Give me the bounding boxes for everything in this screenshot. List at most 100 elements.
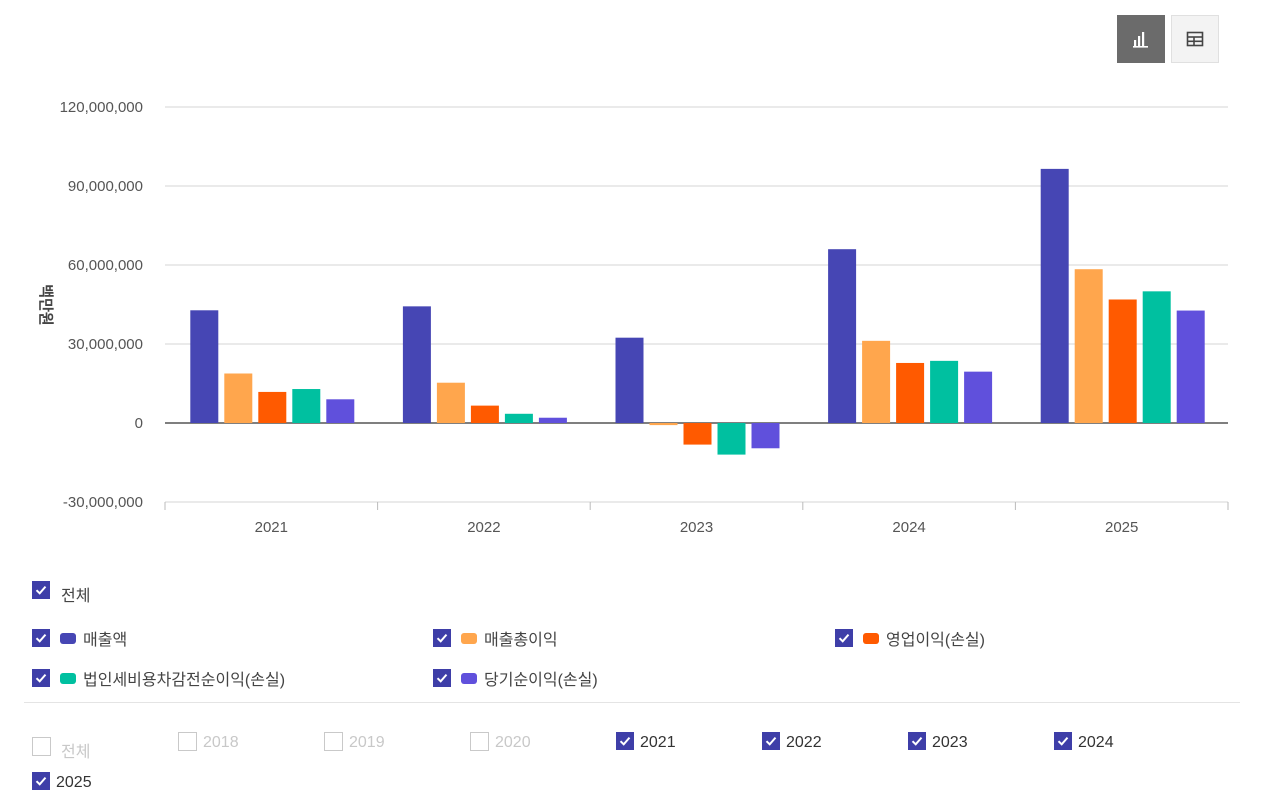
bar[interactable] — [683, 423, 712, 445]
legend-label: 당기순이익(손실) — [484, 672, 598, 689]
legend-checkbox[interactable] — [433, 669, 451, 687]
legend-item-revenue[interactable]: 매출액 — [32, 626, 127, 650]
year-checkbox[interactable] — [178, 731, 197, 751]
check-icon — [35, 673, 47, 683]
legend-all-label: 전체 — [61, 588, 91, 605]
legend-label: 영업이익(손실) — [886, 632, 985, 649]
bar[interactable] — [224, 373, 253, 423]
legend-swatch — [461, 632, 477, 644]
bar[interactable] — [1040, 168, 1069, 423]
year-checkbox[interactable] — [762, 732, 780, 750]
y-axis-label: 백만원 — [37, 284, 54, 325]
bar[interactable] — [862, 340, 891, 423]
bar[interactable] — [1074, 269, 1103, 423]
bar[interactable] — [402, 306, 431, 423]
year-filter-2021[interactable]: 2021 — [616, 730, 676, 752]
legend-all-checkbox[interactable] — [32, 581, 50, 599]
table-icon — [1186, 31, 1204, 47]
legend-checkbox[interactable] — [835, 629, 853, 647]
legend-swatch — [461, 672, 477, 684]
bar[interactable] — [436, 382, 465, 423]
check-icon — [619, 736, 631, 746]
year-filter-2022[interactable]: 2022 — [762, 730, 822, 752]
bar[interactable] — [828, 249, 857, 423]
year-all-checkbox[interactable] — [32, 736, 51, 756]
year-label: 2020 — [495, 734, 531, 751]
year-checkbox[interactable] — [324, 731, 343, 751]
legend-label: 법인세비용차감전순이익(손실) — [83, 672, 286, 689]
legend-item-operating-income[interactable]: 영업이익(손실) — [835, 626, 985, 650]
year-checkbox[interactable] — [470, 731, 489, 751]
year-checkbox[interactable] — [908, 732, 926, 750]
legend-checkbox[interactable] — [32, 629, 50, 647]
bar[interactable] — [717, 423, 746, 455]
view-toggle — [1117, 15, 1219, 63]
y-axis-ticks: -30,000,000 0 30,000,000 60,000,000 90,000,0… — [60, 99, 143, 511]
y-tick-label: 120,000,000 — [60, 99, 143, 116]
year-checkbox[interactable] — [32, 772, 50, 790]
legend-swatch — [863, 632, 879, 644]
check-icon — [1057, 736, 1069, 746]
check-icon — [35, 776, 47, 786]
bar[interactable] — [615, 337, 644, 423]
legend-swatch — [60, 632, 76, 644]
legend-all[interactable]: 전체 — [32, 574, 90, 606]
y-tick-label: 90,000,000 — [68, 178, 143, 195]
legend-checkbox[interactable] — [433, 629, 451, 647]
bar[interactable] — [649, 423, 678, 426]
bar[interactable] — [896, 362, 925, 423]
year-filter-2019[interactable]: 2019 — [324, 730, 385, 752]
legend-item-gross-profit[interactable]: 매출총이익 — [433, 626, 558, 650]
bars — [190, 168, 1205, 455]
x-tick-label: 2022 — [467, 519, 500, 536]
year-filter-2018[interactable]: 2018 — [178, 730, 239, 752]
y-tick-label: 0 — [135, 415, 143, 432]
bar[interactable] — [326, 399, 355, 423]
legend-item-pretax-income[interactable]: 법인세비용차감전순이익(손실) — [32, 666, 285, 690]
year-checkbox[interactable] — [616, 732, 634, 750]
year-label: 2021 — [640, 734, 676, 751]
x-tick-label: 2024 — [892, 519, 925, 536]
y-tick-label: 30,000,000 — [68, 336, 143, 353]
bar[interactable] — [258, 391, 287, 423]
year-label: 2024 — [1078, 734, 1114, 751]
year-checkbox[interactable] — [1054, 732, 1072, 750]
legend-item-net-income[interactable]: 당기순이익(손실) — [433, 666, 598, 690]
check-icon — [911, 736, 923, 746]
x-tick-label: 2023 — [680, 519, 713, 536]
year-filter-2025[interactable]: 2025 — [32, 770, 92, 792]
year-filter-all[interactable]: 전체 — [32, 730, 90, 762]
x-tick-label: 2025 — [1105, 519, 1138, 536]
check-icon — [436, 633, 448, 643]
chart-view-button[interactable] — [1117, 15, 1165, 63]
bar[interactable] — [930, 360, 959, 423]
legend-swatch — [60, 672, 76, 684]
bar[interactable] — [190, 310, 219, 423]
x-axis: 2021 2022 2023 2024 2025 — [164, 502, 1229, 536]
year-label: 2023 — [932, 734, 968, 751]
check-icon — [35, 585, 47, 595]
year-all-label: 전체 — [61, 744, 91, 761]
bar[interactable] — [964, 371, 993, 423]
bar[interactable] — [1176, 310, 1205, 423]
divider — [24, 702, 1240, 703]
year-filter-2023[interactable]: 2023 — [908, 730, 968, 752]
bar[interactable] — [1142, 291, 1171, 423]
check-icon — [838, 633, 850, 643]
bar-chart: -30,000,000 0 30,000,000 60,000,000 90,000,0… — [37, 99, 1229, 536]
legend-label: 매출액 — [83, 632, 128, 649]
legend-checkbox[interactable] — [32, 669, 50, 687]
check-icon — [35, 633, 47, 643]
x-tick-label: 2021 — [255, 519, 288, 536]
table-view-button[interactable] — [1171, 15, 1219, 63]
bar[interactable] — [292, 389, 321, 423]
year-filter-2024[interactable]: 2024 — [1054, 730, 1114, 752]
check-icon — [765, 736, 777, 746]
year-filter-2020[interactable]: 2020 — [470, 730, 531, 752]
year-label: 2025 — [56, 774, 92, 791]
bar[interactable] — [504, 413, 533, 423]
bar[interactable] — [470, 405, 499, 423]
bar[interactable] — [1108, 299, 1137, 423]
bar[interactable] — [751, 423, 780, 449]
bar[interactable] — [538, 417, 567, 423]
